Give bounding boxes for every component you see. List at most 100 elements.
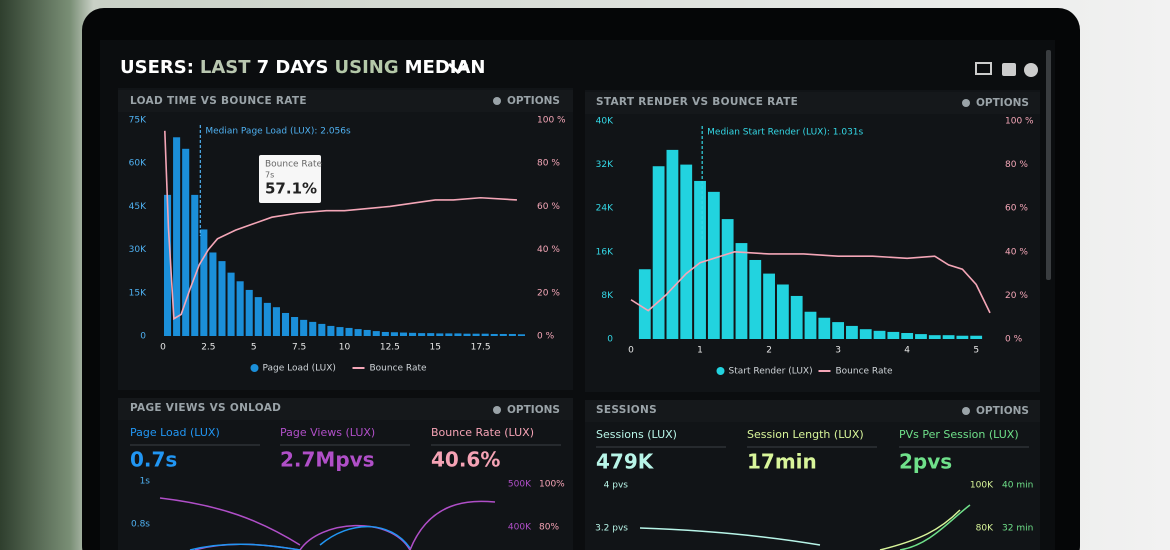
dropdown-chevron[interactable] xyxy=(448,62,468,75)
bar xyxy=(327,325,335,336)
bar xyxy=(463,333,471,336)
bar xyxy=(254,297,262,336)
y2-tick-label: 100 % xyxy=(537,116,566,126)
bar xyxy=(445,333,453,336)
y2-tick-label: 40 % xyxy=(537,245,560,255)
x-tick-label: 4 xyxy=(904,346,910,356)
y-tick-label: 0 xyxy=(607,335,613,345)
header-title: USERS: LAST 7 DAYS USING MEDIAN xyxy=(120,57,485,78)
panel xyxy=(118,398,573,550)
x-tick-label: 10 xyxy=(339,343,351,353)
stat-value: 17min xyxy=(747,450,817,474)
icon-help[interactable] xyxy=(1024,63,1038,77)
axis-label: 4 pvs xyxy=(604,481,629,491)
bar xyxy=(182,148,190,336)
bar xyxy=(481,333,489,336)
mini-line xyxy=(879,509,961,550)
bar xyxy=(846,325,858,339)
y2-tick-label: 80 % xyxy=(1005,160,1028,170)
stat-label: Session Length (LUX) xyxy=(747,428,864,441)
bar xyxy=(956,335,969,339)
icon-share[interactable] xyxy=(1002,63,1016,76)
options-button[interactable]: OPTIONS xyxy=(976,97,1029,109)
options-button[interactable]: OPTIONS xyxy=(976,405,1029,417)
options-button[interactable]: OPTIONS xyxy=(507,404,560,416)
bar xyxy=(508,333,516,336)
bar xyxy=(735,243,748,339)
options-button[interactable]: OPTIONS xyxy=(507,95,560,107)
y-tick-label: 24K xyxy=(596,204,614,214)
stat-value: 0.7s xyxy=(130,448,177,472)
stat-value: 479K xyxy=(596,450,655,474)
bar xyxy=(804,311,817,339)
mini-line xyxy=(189,525,411,550)
legend-label: Page Load (LUX) xyxy=(263,364,336,374)
header-part: USERS: xyxy=(120,57,194,78)
tooltip-title: Bounce Rate xyxy=(265,160,323,170)
bar xyxy=(638,269,651,339)
x-tick-label: 12.5 xyxy=(380,343,400,353)
bar xyxy=(454,333,462,336)
bar xyxy=(721,219,734,339)
bar xyxy=(970,335,983,339)
icon-monitor[interactable] xyxy=(975,62,992,75)
bar xyxy=(245,289,253,336)
legend-label: Bounce Rate xyxy=(370,364,428,374)
median-label: Median Page Load (LUX): 2.056s xyxy=(205,127,351,137)
y-tick-label: 16K xyxy=(596,247,614,257)
bar xyxy=(281,312,290,336)
y2-tick-label: 80 % xyxy=(537,159,560,169)
x-tick-label: 7.5 xyxy=(292,343,306,353)
bar xyxy=(300,319,308,336)
legend-label: Start Render (LUX) xyxy=(729,367,813,377)
x-tick-label: 2 xyxy=(766,346,772,356)
x-tick-label: 15 xyxy=(430,343,441,353)
panel-header xyxy=(585,92,1040,114)
bar xyxy=(363,329,371,336)
axis-label: 3.2 pvs xyxy=(595,524,628,534)
bar xyxy=(928,335,941,339)
legend-label: Bounce Rate xyxy=(836,367,894,377)
bar xyxy=(749,259,762,339)
bar xyxy=(490,333,498,336)
y2-tick-label: 0 % xyxy=(1005,335,1023,345)
gear-icon[interactable] xyxy=(962,99,970,107)
bar xyxy=(372,331,380,336)
y-tick-label: 60K xyxy=(129,159,147,169)
gear-icon[interactable] xyxy=(962,407,970,415)
y-tick-label: 15K xyxy=(129,288,147,298)
header-part: MEDIAN xyxy=(405,57,486,78)
bar xyxy=(436,333,444,336)
gear-icon[interactable] xyxy=(493,97,501,105)
bar xyxy=(517,334,525,336)
bar xyxy=(200,229,208,336)
panel-title: LOAD TIME VS BOUNCE RATE xyxy=(130,95,307,107)
bar xyxy=(694,180,706,339)
y2-tick-label: 20 % xyxy=(537,288,560,298)
stat-label: Page Load (LUX) xyxy=(130,426,220,439)
bar xyxy=(291,316,299,336)
panel-header xyxy=(118,90,573,112)
bar xyxy=(263,302,271,336)
panel-header xyxy=(585,400,1040,422)
bar xyxy=(915,334,927,339)
bar xyxy=(499,333,507,336)
x-tick-label: 3 xyxy=(835,346,841,356)
panel-title: START RENDER VS BOUNCE RATE xyxy=(596,96,798,108)
bar xyxy=(345,327,353,336)
bar xyxy=(818,317,831,339)
tooltip xyxy=(259,155,321,203)
bar xyxy=(399,332,408,336)
bar xyxy=(901,333,914,339)
bar xyxy=(227,272,235,336)
bar xyxy=(942,335,955,339)
x-tick-label: 5 xyxy=(973,346,979,356)
x-tick-label: 0 xyxy=(160,343,166,353)
x-tick-label: 17.5 xyxy=(471,343,491,353)
axis-label: 80K xyxy=(976,524,994,534)
bar xyxy=(218,261,226,336)
header-part: USING xyxy=(335,57,399,78)
bar xyxy=(666,149,679,339)
gear-icon[interactable] xyxy=(493,406,501,414)
